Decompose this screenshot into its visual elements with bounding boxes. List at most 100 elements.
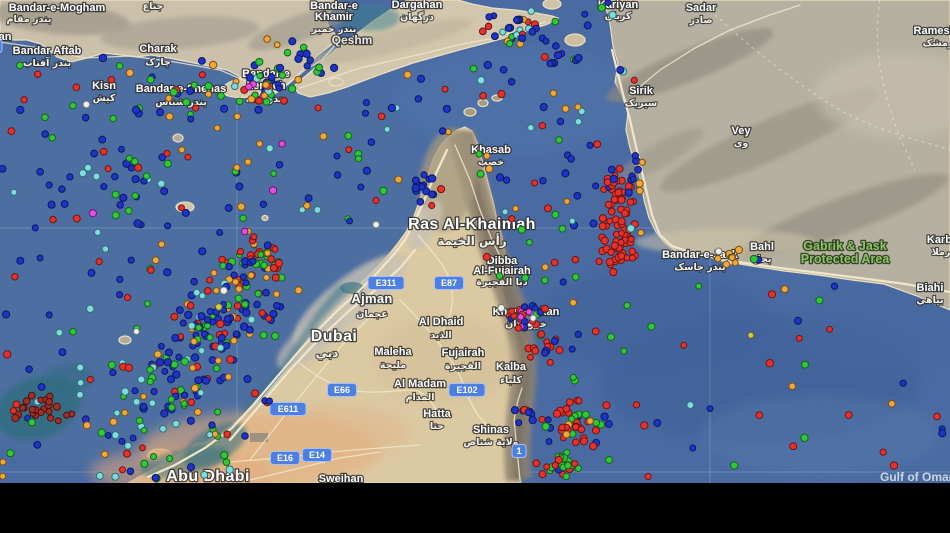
ship-dot-green[interactable] — [379, 186, 388, 195]
ship-dot-cyan[interactable] — [200, 470, 209, 479]
ship-dot-blue[interactable] — [151, 473, 160, 482]
ship-dot-blue[interactable] — [239, 273, 247, 281]
ship-dot-blue[interactable] — [187, 115, 195, 123]
ship-dot-green[interactable] — [541, 422, 550, 431]
ship-dot-orange[interactable] — [260, 92, 269, 100]
ship-dot-orange[interactable] — [887, 399, 896, 408]
ship-dot-green[interactable] — [125, 154, 133, 162]
ship-dot-green[interactable] — [204, 322, 211, 330]
ship-dot-red[interactable] — [345, 146, 353, 154]
ship-dot-orange[interactable] — [140, 393, 148, 401]
ship-dot-blue[interactable] — [302, 49, 311, 58]
ship-dot-white[interactable] — [132, 328, 140, 335]
ship-dot-darkred[interactable] — [37, 408, 45, 417]
ship-dot-blue[interactable] — [411, 183, 420, 193]
ship-dot-blue[interactable] — [157, 342, 165, 350]
ship-dot-blue[interactable] — [111, 172, 119, 181]
ship-dot-blue[interactable] — [561, 169, 570, 178]
ship-dot-orange[interactable] — [263, 35, 271, 43]
ship-dot-red[interactable] — [372, 196, 380, 205]
ship-dot-green[interactable] — [220, 451, 229, 460]
ship-dot-blue[interactable] — [119, 193, 128, 202]
ship-dot-green[interactable] — [149, 453, 158, 461]
ship-dot-blue[interactable] — [197, 56, 206, 65]
ship-dot-green[interactable] — [239, 214, 247, 222]
ship-dot-blue[interactable] — [16, 256, 25, 265]
ship-dot-red[interactable] — [789, 442, 798, 451]
ship-dot-cyan[interactable] — [78, 169, 87, 178]
ship-dot-cyan[interactable] — [686, 401, 695, 410]
ship-dot-orange[interactable] — [444, 128, 452, 136]
ship-dot-green[interactable] — [749, 254, 759, 264]
ship-dot-blue[interactable] — [245, 325, 254, 334]
ship-dot-blue[interactable] — [346, 217, 354, 225]
ship-dot-red[interactable] — [12, 400, 21, 409]
ship-dot-red[interactable] — [226, 355, 235, 364]
ship-dot-blue[interactable] — [58, 185, 66, 193]
ship-dot-blue[interactable] — [254, 105, 263, 114]
ship-dot-blue[interactable] — [253, 300, 261, 309]
ship-dot-red[interactable] — [628, 247, 637, 256]
ship-dot-orange[interactable] — [151, 256, 160, 265]
ship-dot-blue[interactable] — [164, 222, 172, 230]
ship-dot-darkred[interactable] — [63, 411, 71, 419]
ship-dot-orange[interactable] — [210, 269, 218, 277]
ship-dot-blue[interactable] — [179, 319, 187, 327]
ship-dot-cyan[interactable] — [225, 465, 234, 474]
ship-dot-green[interactable] — [475, 150, 483, 158]
ship-dot-blue[interactable] — [387, 103, 397, 113]
ship-dot-green[interactable] — [48, 134, 56, 142]
ship-dot-red[interactable] — [3, 350, 12, 359]
ship-dot-blue[interactable] — [186, 416, 195, 425]
ship-dot-blue[interactable] — [609, 174, 618, 184]
ship-dot-orange[interactable] — [574, 103, 582, 111]
ship-dot-green[interactable] — [344, 131, 353, 140]
ship-dot-blue[interactable] — [158, 153, 167, 162]
ship-dot-red[interactable] — [615, 164, 624, 173]
ship-dot-red[interactable] — [605, 257, 614, 267]
ship-dot-red[interactable] — [614, 188, 623, 197]
ship-dot-blue[interactable] — [161, 367, 169, 375]
ship-dot-blue[interactable] — [267, 73, 276, 82]
ship-dot-blue[interactable] — [190, 353, 200, 362]
ship-dot-blue[interactable] — [559, 278, 567, 286]
ship-dot-red[interactable] — [543, 463, 551, 471]
ship-dot-red[interactable] — [565, 398, 574, 407]
ship-dot-red[interactable] — [554, 455, 563, 464]
ship-dot-blue[interactable] — [624, 188, 633, 197]
ship-dot-blue[interactable] — [899, 379, 907, 387]
ship-dot-red[interactable] — [607, 248, 615, 256]
ship-dot-blue[interactable] — [224, 204, 233, 212]
ship-dot-blue[interactable] — [552, 42, 560, 50]
ship-dot-orange[interactable] — [262, 81, 270, 89]
ship-dot-red[interactable] — [123, 293, 132, 302]
ship-dot-cyan[interactable] — [111, 431, 120, 440]
ship-dot-blue[interactable] — [131, 175, 140, 184]
ship-dot-blue[interactable] — [163, 268, 172, 277]
ship-dot-green[interactable] — [166, 455, 174, 463]
ship-dot-cyan[interactable] — [172, 419, 180, 428]
ship-dot-red[interactable] — [192, 104, 200, 112]
ship-dot-yellow[interactable] — [747, 331, 755, 339]
ship-dot-green[interactable] — [354, 155, 363, 163]
ship-dot-red[interactable] — [562, 405, 571, 413]
ship-dot-orange[interactable] — [294, 75, 303, 84]
ship-dot-red[interactable] — [598, 222, 607, 231]
ship-dot-red[interactable] — [767, 290, 777, 299]
ship-dot-green[interactable] — [115, 62, 124, 70]
ship-dot-blue[interactable] — [553, 51, 563, 60]
ship-dot-red[interactable] — [607, 207, 616, 216]
ship-dot-blue[interactable] — [521, 303, 529, 311]
ship-dot-red[interactable] — [543, 204, 552, 213]
ship-dot-red[interactable] — [271, 245, 279, 253]
ship-dot-green[interactable] — [815, 296, 824, 305]
ship-dot-blue[interactable] — [420, 171, 428, 179]
ship-dot-cyan[interactable] — [10, 188, 18, 196]
ship-dot-blue[interactable] — [126, 467, 135, 476]
ship-dot-blue[interactable] — [539, 177, 547, 185]
ship-dot-green[interactable] — [204, 81, 213, 91]
ship-dot-orange[interactable] — [394, 175, 403, 184]
ship-dot-green[interactable] — [69, 101, 77, 110]
ship-dot-red[interactable] — [508, 307, 516, 315]
ship-dot-orange[interactable] — [0, 458, 7, 466]
